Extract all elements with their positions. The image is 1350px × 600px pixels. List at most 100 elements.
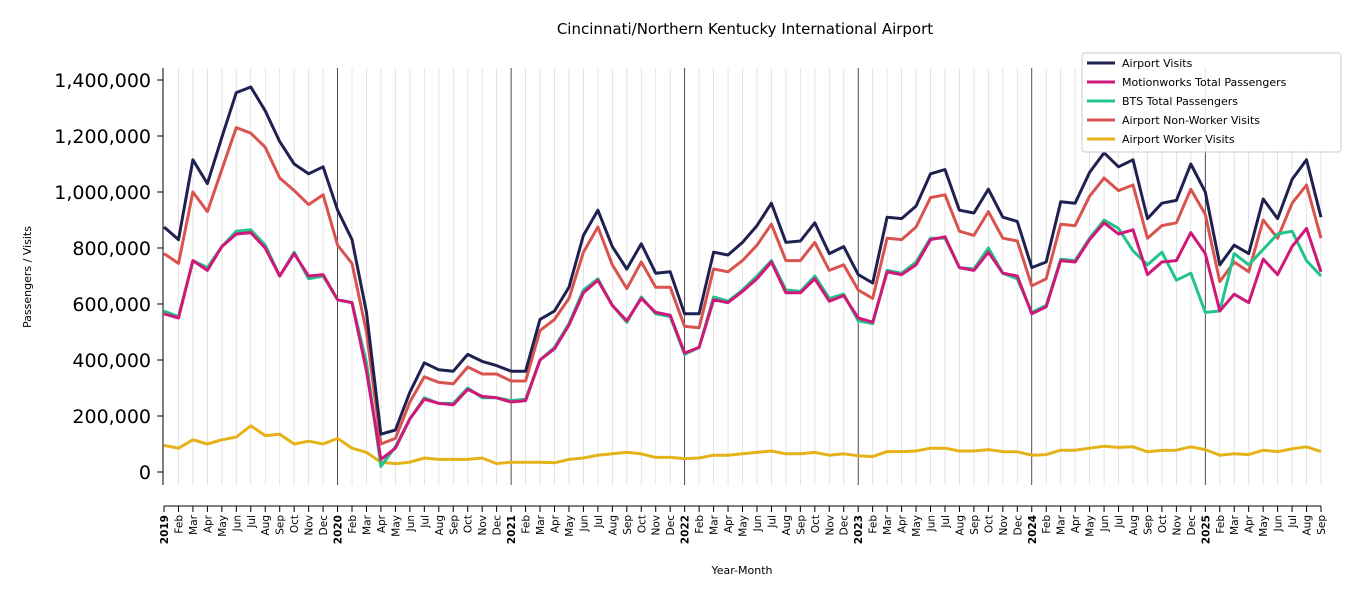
x-tick-label: Jun bbox=[926, 515, 938, 532]
series-line-airport-visits bbox=[163, 85, 1323, 436]
legend-label: Airport Visits bbox=[1122, 57, 1193, 70]
x-tick-label: Feb bbox=[868, 515, 880, 534]
x-tick-label: Oct bbox=[463, 515, 475, 533]
x-tick-label: Feb bbox=[173, 515, 185, 534]
x-tick-label: Mar bbox=[709, 514, 721, 534]
y-tick-label: 1,000,000 bbox=[54, 182, 151, 204]
x-tick-label: Dec bbox=[492, 515, 504, 536]
x-tick-label: Apr bbox=[723, 514, 735, 533]
x-tick-label: Oct bbox=[983, 515, 995, 533]
x-tick-label: Jun bbox=[1099, 515, 1111, 532]
x-tick-label: Sep bbox=[448, 515, 460, 535]
x-tick-label: 2024 bbox=[1027, 515, 1039, 544]
x-tick-label: Dec bbox=[1012, 515, 1024, 536]
y-tick-label: 800,000 bbox=[72, 238, 151, 260]
x-tick-label: Mar bbox=[361, 514, 373, 534]
x-tick-label: Nov bbox=[998, 515, 1010, 536]
x-tick-label: Jun bbox=[578, 515, 590, 532]
x-tick-label: Dec bbox=[839, 515, 851, 536]
x-tick-label: Oct bbox=[289, 515, 301, 533]
x-tick-label: Oct bbox=[1157, 515, 1169, 533]
x-tick-label: Jun bbox=[405, 515, 417, 532]
x-tick-label: Aug bbox=[1302, 515, 1314, 536]
x-tick-label: Sep bbox=[795, 515, 807, 535]
x-tick-label: Dec bbox=[665, 515, 677, 536]
x-tick-label: Mar bbox=[882, 514, 894, 534]
x-tick-label: Aug bbox=[954, 515, 966, 536]
x-tick-label: May bbox=[217, 515, 229, 537]
x-tick-label: Nov bbox=[651, 515, 663, 536]
x-tick-label: Jul bbox=[940, 515, 952, 529]
x-tick-label: Aug bbox=[607, 515, 619, 536]
x-tick-label: May bbox=[1258, 515, 1270, 537]
x-tick-label: Apr bbox=[376, 514, 388, 533]
x-tick-label: Sep bbox=[275, 515, 287, 535]
x-tick-label: May bbox=[390, 515, 402, 537]
x-tick-label: Nov bbox=[824, 515, 836, 536]
x-tick-label: Jul bbox=[419, 515, 431, 529]
x-axis: 2019 Feb Mar Apr May Jun Jul Aug Sep Oct Nov Dec 202… bbox=[159, 505, 1328, 544]
x-tick-label: Mar bbox=[188, 514, 200, 534]
x-tick-label: Feb bbox=[521, 515, 533, 534]
series-line-airport-worker-visits bbox=[163, 424, 1322, 466]
y-axis-label: Passengers / Visits bbox=[21, 226, 34, 328]
x-tick-label: Jul bbox=[766, 515, 778, 529]
x-tick-label: May bbox=[564, 515, 576, 537]
x-tick-label: Aug bbox=[781, 515, 793, 536]
x-tick-label: Jul bbox=[1114, 515, 1126, 529]
x-tick-label: Aug bbox=[260, 515, 272, 536]
x-tick-label: Aug bbox=[1128, 515, 1140, 536]
x-tick-label: Apr bbox=[202, 514, 214, 533]
series-line-airport-non-worker-visits bbox=[163, 126, 1323, 446]
x-tick-label: May bbox=[738, 515, 750, 537]
x-tick-label: Jul bbox=[246, 515, 258, 529]
y-tick-label: 600,000 bbox=[72, 294, 151, 316]
x-tick-label: Mar bbox=[1229, 514, 1241, 534]
x-tick-label: 2023 bbox=[853, 515, 865, 544]
x-tick-label: May bbox=[911, 515, 923, 537]
x-tick-label: Feb bbox=[347, 515, 359, 534]
x-tick-label: Feb bbox=[694, 515, 706, 534]
legend-label: BTS Total Passengers bbox=[1122, 95, 1238, 108]
x-tick-label: Feb bbox=[1041, 515, 1053, 534]
x-tick-label: Nov bbox=[477, 515, 489, 536]
x-tick-label: Sep bbox=[622, 515, 634, 535]
legend-box bbox=[1081, 52, 1342, 153]
y-tick-label: 1,200,000 bbox=[54, 126, 151, 148]
x-tick-label: Sep bbox=[1316, 515, 1328, 535]
x-tick-label: Apr bbox=[549, 514, 561, 533]
x-tick-label: Jul bbox=[593, 515, 605, 529]
x-tick-label: Jun bbox=[1273, 515, 1285, 532]
legend: Airport Visits Motionworks Total Passenge… bbox=[1081, 52, 1342, 153]
x-axis-label: Year-Month bbox=[710, 564, 772, 577]
x-tick-label: Jun bbox=[231, 515, 243, 532]
x-tick-label: Mar bbox=[1056, 514, 1068, 534]
x-tick-label: Apr bbox=[1244, 514, 1256, 533]
x-tick-label: Apr bbox=[897, 514, 909, 533]
y-tick-label: 0 bbox=[139, 462, 151, 484]
x-tick-label: 2020 bbox=[333, 515, 345, 544]
x-tick-label: Jun bbox=[752, 515, 764, 532]
x-tick-label: Feb bbox=[1215, 515, 1227, 534]
series-line-motionworks-total-passengers bbox=[163, 221, 1323, 461]
x-tick-label: Sep bbox=[1142, 515, 1154, 535]
y-tick-label: 200,000 bbox=[72, 406, 151, 428]
chart-title: Cincinnati/Northern Kentucky Internation… bbox=[557, 20, 933, 38]
x-tick-label: May bbox=[1085, 515, 1097, 537]
legend-label: Airport Non-Worker Visits bbox=[1122, 114, 1260, 127]
x-tick-label: Nov bbox=[304, 515, 316, 536]
y-tick-label: 400,000 bbox=[72, 350, 151, 372]
y-tick-label: 1,400,000 bbox=[54, 70, 151, 92]
series-lines bbox=[163, 85, 1323, 468]
x-tick-label: Sep bbox=[969, 515, 981, 535]
x-tick-label: Mar bbox=[535, 514, 547, 534]
y-axis: 0 200,000 400,000 600,000 800,000 1,000,000 1,… bbox=[54, 68, 164, 485]
x-tick-label: Dec bbox=[1186, 515, 1198, 536]
x-tick-label: Apr bbox=[1070, 514, 1082, 533]
x-tick-label: Nov bbox=[1171, 515, 1183, 536]
gridlines bbox=[178, 68, 1322, 485]
x-tick-label: Oct bbox=[636, 515, 648, 533]
legend-label: Motionworks Total Passengers bbox=[1122, 76, 1287, 89]
x-tick-label: 2022 bbox=[680, 515, 692, 544]
